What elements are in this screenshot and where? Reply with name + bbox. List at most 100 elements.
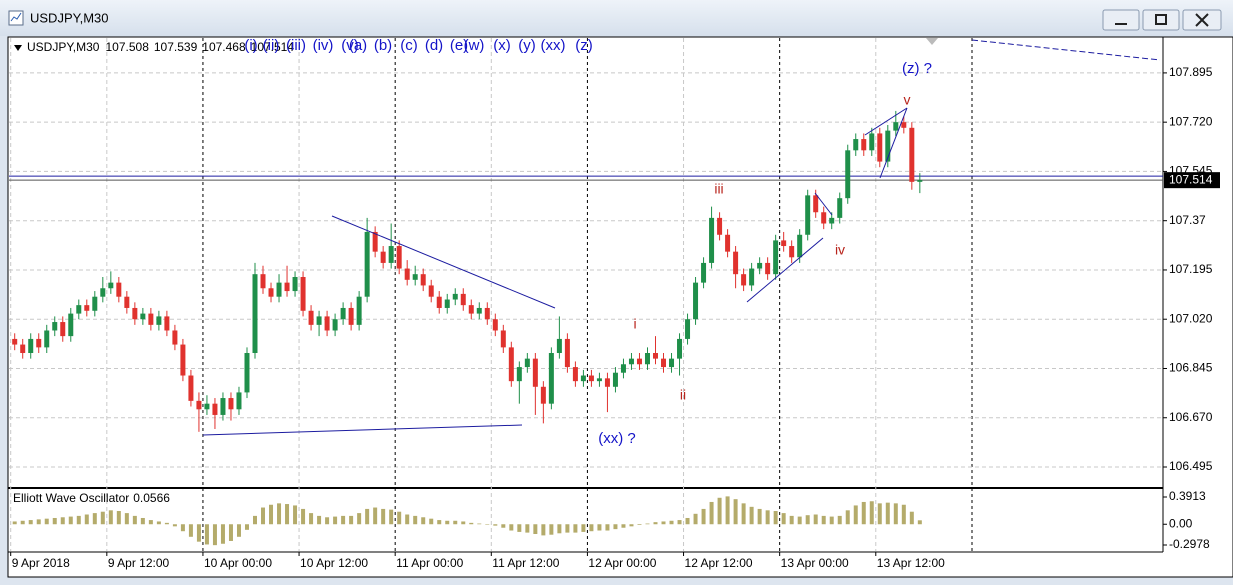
candle-body xyxy=(781,240,787,247)
close-glyph xyxy=(1195,13,1209,27)
candle-body xyxy=(556,338,562,354)
oscillator-bar xyxy=(621,524,626,528)
oscillator-bar xyxy=(853,505,858,525)
candle-body xyxy=(188,375,194,401)
candle-body xyxy=(669,358,675,368)
oscillator-bar xyxy=(829,516,834,525)
x-tick-label: 11 Apr 12:00 xyxy=(492,556,559,570)
oscillator-bar xyxy=(269,504,274,525)
candle-body xyxy=(564,338,570,368)
candle-body xyxy=(797,234,803,258)
candle-body xyxy=(68,313,74,337)
symbol-menu-arrow[interactable] xyxy=(14,45,22,51)
oscillator-bar xyxy=(180,524,185,532)
oscillator-bar xyxy=(236,524,241,537)
oscillator-bar xyxy=(701,508,706,525)
oscillator-bar xyxy=(669,520,674,525)
candle-body xyxy=(332,319,338,331)
minimize-button[interactable] xyxy=(1102,9,1140,31)
y-tick-label: 107.020 xyxy=(1169,311,1213,325)
candle-body xyxy=(500,330,506,348)
oscillator-bar xyxy=(148,520,153,525)
low-value: 107.468 xyxy=(202,40,246,54)
wave-tool[interactable]: (e) xyxy=(450,37,468,54)
y-tick-label: 107.37 xyxy=(1169,213,1206,227)
wave-tool[interactable]: (x) xyxy=(493,37,511,54)
oscillator-bar xyxy=(301,508,306,525)
wave-tool[interactable]: (i) xyxy=(244,37,257,54)
wave-tool[interactable]: (ii) xyxy=(263,37,280,54)
candle-body xyxy=(52,322,58,331)
oscillator-bar xyxy=(325,517,330,525)
oscillator-bar xyxy=(549,524,554,535)
oscillator-bar xyxy=(901,504,906,525)
oscillator-bar xyxy=(437,520,442,525)
oscillator-bar xyxy=(220,524,225,544)
oscillator-bar xyxy=(637,524,642,525)
candle-body xyxy=(428,285,434,297)
candle-body xyxy=(212,403,218,415)
wave-tool[interactable]: (d) xyxy=(425,37,443,54)
wave-tool[interactable]: (z) xyxy=(575,37,593,54)
candle-body xyxy=(733,251,739,275)
candle-body xyxy=(829,217,835,224)
oscillator-bar xyxy=(253,515,257,525)
candle-body xyxy=(156,316,162,325)
candle-body xyxy=(653,353,658,359)
wave-tool[interactable]: (c) xyxy=(400,37,418,54)
high-value: 107.539 xyxy=(154,40,198,54)
wave-label: ii xyxy=(680,387,686,403)
candle-body xyxy=(725,234,731,252)
candle-body xyxy=(604,378,610,387)
oscillator-bar xyxy=(629,524,634,527)
wave-tool[interactable]: (iv) xyxy=(313,37,334,54)
oscillator-bar xyxy=(781,513,786,525)
x-tick-label: 10 Apr 00:00 xyxy=(204,556,272,570)
candle-body xyxy=(148,313,154,325)
candle-body xyxy=(420,274,426,286)
candle-body xyxy=(540,386,546,404)
candle-body xyxy=(228,398,234,410)
wave-tool[interactable]: (w) xyxy=(464,37,485,54)
oscillator-bar xyxy=(645,523,650,525)
x-tick-label: 13 Apr 00:00 xyxy=(781,556,849,570)
oscillator-bar xyxy=(837,515,842,525)
oscillator-bar xyxy=(172,524,177,527)
wave-label: iii xyxy=(714,181,723,197)
indicator-value: 0.0566 xyxy=(133,491,170,505)
oscillator-bar xyxy=(797,516,802,525)
oscillator-bar xyxy=(685,517,690,525)
candle-body xyxy=(308,310,314,325)
candle-body xyxy=(236,392,242,410)
candle-body xyxy=(84,305,90,311)
oscillator-bar xyxy=(533,524,538,535)
candle-body xyxy=(60,322,66,337)
wave-tool[interactable]: (a) xyxy=(349,37,367,54)
candle-body xyxy=(140,313,146,320)
candle-body xyxy=(628,358,634,365)
maximize-button[interactable] xyxy=(1142,9,1180,31)
candle-body xyxy=(484,307,490,320)
trend-line xyxy=(879,107,908,179)
oscillator-bar xyxy=(717,497,722,525)
wave-tool[interactable]: (iii) xyxy=(286,37,306,54)
wave-tool[interactable]: (v) xyxy=(341,37,359,54)
candle-body xyxy=(749,268,755,286)
candle-body xyxy=(268,288,274,297)
candle-body xyxy=(380,251,386,263)
candle-body xyxy=(300,276,306,311)
wave-tool[interactable]: (y) xyxy=(518,37,536,54)
candle-body xyxy=(677,338,683,359)
wave-tool[interactable]: (xx) xyxy=(541,37,566,54)
oscillator-bar xyxy=(821,515,826,525)
oscillator-bar xyxy=(285,504,290,525)
oscillator-bar xyxy=(293,505,298,525)
wave-tool[interactable]: (b) xyxy=(374,37,392,54)
candle-body xyxy=(340,307,346,320)
oscillator-bar xyxy=(525,524,530,533)
oscillator-bar xyxy=(156,521,161,525)
oscillator-bar xyxy=(893,503,898,525)
title-bar xyxy=(0,0,1233,36)
candle-body xyxy=(260,274,266,289)
oscillator-bar xyxy=(469,522,474,525)
